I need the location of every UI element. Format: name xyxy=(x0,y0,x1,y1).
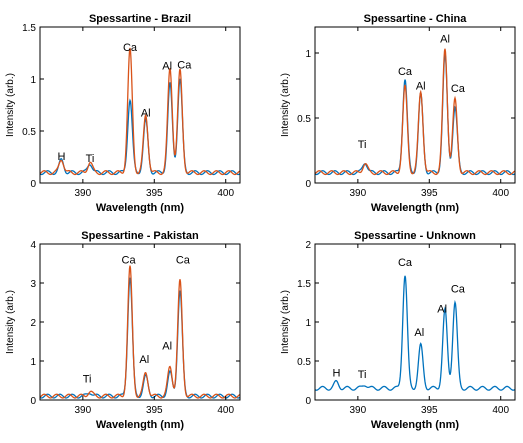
peak-label-brazil: H xyxy=(57,151,65,163)
spectrum-line-pakistan-2 xyxy=(39,265,241,399)
peak-label-brazil: Ca xyxy=(177,60,192,72)
peak-label-unknown: Al xyxy=(414,327,424,339)
x-tick-label-pakistan: 390 xyxy=(75,405,92,416)
y-tick-label-china: 0.5 xyxy=(297,114,311,125)
axes-frame-pakistan xyxy=(39,243,241,401)
spectrum-line-pakistan-1 xyxy=(39,277,241,399)
peak-label-china: Ca xyxy=(398,66,413,78)
peak-label-unknown: Al xyxy=(437,304,447,316)
x-axis-label-unknown: Wavelength (nm) xyxy=(371,419,460,431)
x-tick-label-pakistan: 395 xyxy=(146,405,163,416)
y-tick-label-brazil: 0 xyxy=(30,179,36,190)
x-tick-label-brazil: 390 xyxy=(75,188,92,199)
spectrum-line-china-2 xyxy=(314,48,516,176)
panel-unknown: 390 395 400 0 0.5 1 1.5 2 Spessartine - Unknown W… xyxy=(280,230,516,431)
x-tick-label-china: 395 xyxy=(421,188,438,199)
peak-label-brazil: Ca xyxy=(123,42,138,54)
y-tick-label-pakistan: 4 xyxy=(30,240,36,251)
y-axis-label-brazil: Intensity (arb.) xyxy=(5,73,16,137)
x-tick-label-unknown: 400 xyxy=(492,405,509,416)
y-tick-label-brazil: 0.5 xyxy=(22,127,36,138)
peak-label-china: Ti xyxy=(358,139,367,151)
spectrum-line-brazil-2 xyxy=(39,47,241,176)
y-tick-label-pakistan: 1 xyxy=(30,357,36,368)
y-axis-label-pakistan: Intensity (arb.) xyxy=(5,290,16,354)
peak-label-brazil: Al xyxy=(162,61,172,73)
peak-label-brazil: Ti xyxy=(86,153,95,165)
peak-label-pakistan: Ca xyxy=(176,255,191,267)
x-axis-label-china: Wavelength (nm) xyxy=(371,202,460,214)
panel-brazil: 390 395 400 0 0.5 1 1.5 Spessartine - Brazil Wav… xyxy=(5,13,241,214)
y-tick-label-pakistan: 0 xyxy=(30,396,36,407)
y-axis-label-unknown: Intensity (arb.) xyxy=(280,290,291,354)
y-tick-label-unknown: 0.5 xyxy=(297,357,311,368)
x-axis-label-pakistan: Wavelength (nm) xyxy=(96,419,185,431)
y-tick-label-pakistan: 2 xyxy=(30,318,36,329)
axes-frame-china xyxy=(314,26,516,184)
x-tick-label-china: 400 xyxy=(492,188,509,199)
peak-label-china: Ca xyxy=(451,83,466,95)
y-axis-label-china: Intensity (arb.) xyxy=(280,73,291,137)
spectrum-line-china-1 xyxy=(314,53,516,176)
x-axis-label-brazil: Wavelength (nm) xyxy=(96,202,185,214)
y-tick-label-pakistan: 3 xyxy=(30,279,36,290)
y-tick-label-china: 1 xyxy=(305,49,311,60)
y-tick-label-unknown: 1.5 xyxy=(297,279,311,290)
peak-label-unknown: Ti xyxy=(358,369,367,381)
x-tick-label-unknown: 395 xyxy=(421,405,438,416)
spectrum-line-unknown-1 xyxy=(314,275,516,391)
y-tick-label-unknown: 0 xyxy=(305,396,311,407)
y-tick-label-brazil: 1.5 xyxy=(22,23,36,34)
peak-label-unknown: Ca xyxy=(398,257,413,269)
y-tick-label-china: 0 xyxy=(305,179,311,190)
peak-label-china: Al xyxy=(416,80,426,92)
panel-title-unknown: Spessartine - Unknown xyxy=(354,230,476,242)
x-tick-label-brazil: 400 xyxy=(217,188,234,199)
y-tick-label-brazil: 1 xyxy=(30,75,36,86)
peak-label-brazil: Al xyxy=(141,107,151,119)
peak-label-pakistan: Al xyxy=(139,354,149,366)
panel-title-pakistan: Spessartine - Pakistan xyxy=(81,230,199,242)
y-tick-label-unknown: 1 xyxy=(305,318,311,329)
axes-frame-unknown xyxy=(314,243,516,401)
y-tick-label-unknown: 2 xyxy=(305,240,311,251)
panel-pakistan: 390 395 400 0 1 2 3 4 Spessartine - Pakistan Wave… xyxy=(5,230,241,431)
peak-label-pakistan: Ca xyxy=(122,255,137,267)
panel-title-china: Spessartine - China xyxy=(364,13,468,25)
x-tick-label-pakistan: 400 xyxy=(217,405,234,416)
panel-china: 390 395 400 0 0.5 1 Spessartine - China Wavelen… xyxy=(280,13,516,214)
spectrum-line-brazil-1 xyxy=(39,78,241,176)
x-tick-label-brazil: 395 xyxy=(146,188,163,199)
panel-title-brazil: Spessartine - Brazil xyxy=(89,13,191,25)
peak-label-unknown: Ca xyxy=(451,283,466,295)
peak-label-pakistan: Ti xyxy=(83,373,92,385)
peak-label-pakistan: Al xyxy=(162,340,172,352)
x-tick-label-unknown: 390 xyxy=(350,405,367,416)
peak-label-unknown: H xyxy=(332,368,340,380)
axes-frame-brazil xyxy=(39,26,241,184)
peak-label-china: Al xyxy=(440,34,450,46)
x-tick-label-china: 390 xyxy=(350,188,367,199)
